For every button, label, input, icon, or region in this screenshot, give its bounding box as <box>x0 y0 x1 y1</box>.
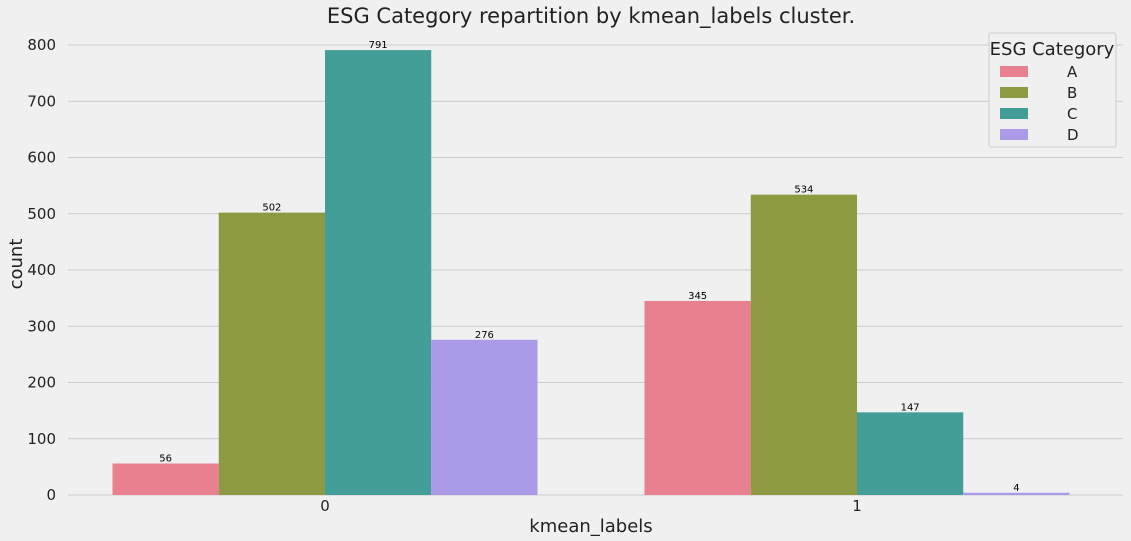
data-label: 4 <box>1013 483 1019 494</box>
data-label: 56 <box>159 454 172 465</box>
data-label: 502 <box>262 203 281 214</box>
data-labels: 56 502 791 276 345 534 147 4 <box>159 40 1019 494</box>
bar-d-0 <box>431 339 538 495</box>
x-axis-title: kmean_labels <box>529 516 652 537</box>
chart-title: ESG Category repartition by kmean_labels… <box>327 4 855 29</box>
data-label: 534 <box>794 185 813 196</box>
data-label: 276 <box>475 330 494 341</box>
data-label: 791 <box>369 40 388 51</box>
legend-swatch-a <box>1000 66 1028 77</box>
bars <box>112 50 1070 495</box>
y-tick-label: 300 <box>27 317 56 335</box>
bar-a-1 <box>644 300 751 495</box>
y-tick-label: 500 <box>27 205 56 223</box>
bar-a-0 <box>112 463 219 495</box>
y-tick-label: 600 <box>27 149 56 167</box>
x-tick-label: 0 <box>320 497 330 515</box>
data-label: 345 <box>688 291 707 302</box>
data-label: 147 <box>901 402 920 413</box>
legend-label-d: D <box>1067 126 1079 144</box>
y-tick-label: 200 <box>27 374 56 392</box>
bar-c-0 <box>325 50 432 495</box>
y-axis: 0 100 200 300 400 500 600 700 800 <box>27 36 56 504</box>
y-tick-label: 800 <box>27 36 56 54</box>
y-tick-label: 100 <box>27 430 56 448</box>
x-tick-label: 1 <box>852 497 862 515</box>
legend-label-b: B <box>1067 84 1077 102</box>
y-axis-title: count <box>6 239 27 290</box>
bar-b-0 <box>218 212 325 495</box>
bar-b-1 <box>750 194 857 495</box>
legend-title: ESG Category <box>990 39 1115 60</box>
legend-swatch-b <box>1000 87 1028 98</box>
bar-d-1 <box>963 492 1070 495</box>
legend-swatch-c <box>1000 108 1028 119</box>
legend-label-a: A <box>1067 63 1078 81</box>
legend-swatch-d <box>1000 129 1028 140</box>
y-tick-label: 700 <box>27 92 56 110</box>
y-tick-label: 400 <box>27 261 56 279</box>
bar-c-1 <box>857 412 964 495</box>
y-tick-label: 0 <box>46 486 56 504</box>
legend-label-c: C <box>1067 105 1077 123</box>
